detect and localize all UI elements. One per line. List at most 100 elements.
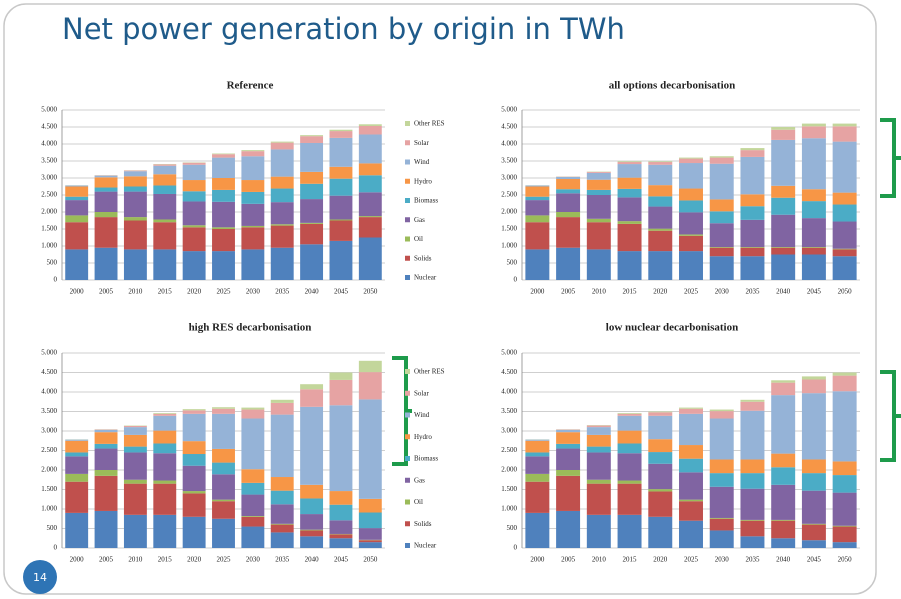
bar-segment xyxy=(358,237,382,280)
bar-segment xyxy=(123,176,147,187)
bar-segment xyxy=(556,217,581,248)
y-tick-label: 1.500 xyxy=(41,485,57,493)
bar-segment xyxy=(212,413,235,449)
bar-segment xyxy=(153,165,177,175)
x-tick-label: 2045 xyxy=(334,556,349,564)
bar-segment xyxy=(153,443,177,454)
bar-segment xyxy=(586,452,611,480)
x-tick-label: 2000 xyxy=(70,556,85,564)
x-tick-label: 2030 xyxy=(715,556,730,564)
bar-segment xyxy=(153,415,177,431)
bar-segment xyxy=(525,452,550,457)
legend-swatch xyxy=(405,198,410,203)
bar-segment xyxy=(832,391,857,462)
y-tick-label: 4.500 xyxy=(501,123,517,131)
bar-segment xyxy=(648,228,673,231)
x-tick-label: 2020 xyxy=(187,556,202,564)
bar-segment xyxy=(65,456,89,474)
bar-segment xyxy=(241,227,265,250)
bar-segment xyxy=(801,376,826,380)
bar-segment xyxy=(586,222,611,250)
bar-segment xyxy=(556,247,581,280)
x-tick-label: 2030 xyxy=(715,288,730,296)
bar-segment xyxy=(123,217,147,221)
legend-label: Solids xyxy=(414,254,432,262)
x-tick-label: 2020 xyxy=(653,556,668,564)
bar-segment xyxy=(212,227,235,229)
bar-segment xyxy=(94,175,118,178)
bar-segment xyxy=(358,217,382,238)
bar-segment xyxy=(153,413,177,416)
bar-segment xyxy=(771,538,796,548)
bar-segment xyxy=(586,179,611,190)
y-tick-label: 2.500 xyxy=(501,446,517,454)
bar-segment xyxy=(94,187,118,192)
legend-swatch xyxy=(405,159,410,165)
bar-segment xyxy=(153,514,177,548)
bar-segment xyxy=(709,517,734,519)
bar-segment xyxy=(153,193,177,220)
legend-label: Nuclear xyxy=(414,542,437,550)
bar-segment xyxy=(153,222,177,250)
x-tick-label: 2010 xyxy=(128,288,143,296)
x-tick-label: 2030 xyxy=(246,288,261,296)
bar-segment xyxy=(740,399,765,402)
y-tick-label: 500 xyxy=(507,524,518,532)
bar-segment xyxy=(832,542,857,548)
bar-segment xyxy=(586,171,611,173)
bar-segment xyxy=(832,141,857,193)
bar-segment xyxy=(358,125,382,135)
bar-segment xyxy=(709,486,734,518)
bar-segment xyxy=(241,418,265,470)
bar-segment xyxy=(525,439,550,441)
legend-swatch xyxy=(405,121,410,126)
bar-segment xyxy=(153,480,177,484)
legend-swatch xyxy=(405,236,410,242)
bar-segment xyxy=(771,453,796,468)
y-tick-label: 3.000 xyxy=(41,174,57,182)
chart-title: low nuclear decarbonisation xyxy=(606,322,738,334)
x-tick-label: 2010 xyxy=(592,556,607,564)
bar-segment xyxy=(679,520,703,548)
bar-segment xyxy=(617,221,642,224)
bar-segment xyxy=(123,452,147,480)
bar-segment xyxy=(617,514,642,548)
page-badge xyxy=(23,560,57,594)
x-tick-label: 2025 xyxy=(684,556,699,564)
bar-segment xyxy=(617,251,642,280)
bar-segment xyxy=(329,534,353,539)
bar-segment xyxy=(525,481,550,513)
bar-segment xyxy=(358,124,382,126)
y-tick-label: 1.500 xyxy=(501,485,517,493)
bar-segment xyxy=(648,251,673,280)
bar-segment xyxy=(241,494,265,517)
bar-segment xyxy=(679,234,703,236)
bar-segment xyxy=(556,470,581,476)
bar-segment xyxy=(94,443,118,449)
bar-segment xyxy=(300,222,324,224)
bar-segment xyxy=(358,512,382,529)
bar-segment xyxy=(300,142,324,172)
bar-segment xyxy=(617,164,642,178)
bar-segment xyxy=(123,483,147,515)
bar-segment xyxy=(771,214,796,248)
bar-segment xyxy=(617,413,642,414)
bar-segment xyxy=(241,151,265,157)
bar-segment xyxy=(586,249,611,280)
bar-segment xyxy=(832,221,857,249)
y-tick-label: 5.000 xyxy=(41,106,57,114)
bar-segment xyxy=(65,200,89,216)
y-tick-label: 3.500 xyxy=(501,407,517,415)
y-tick-label: 0 xyxy=(514,544,518,552)
bar-segment xyxy=(300,384,324,390)
bar-segment xyxy=(300,514,324,530)
bar-segment xyxy=(153,483,177,515)
bar-segment xyxy=(358,360,382,373)
bar-segment xyxy=(270,523,294,525)
bar-segment xyxy=(740,194,765,207)
bar-segment xyxy=(771,247,796,248)
bar-segment xyxy=(525,196,550,201)
bar-segment xyxy=(617,483,642,515)
y-tick-label: 4.000 xyxy=(501,388,517,396)
bar-segment xyxy=(617,223,642,252)
